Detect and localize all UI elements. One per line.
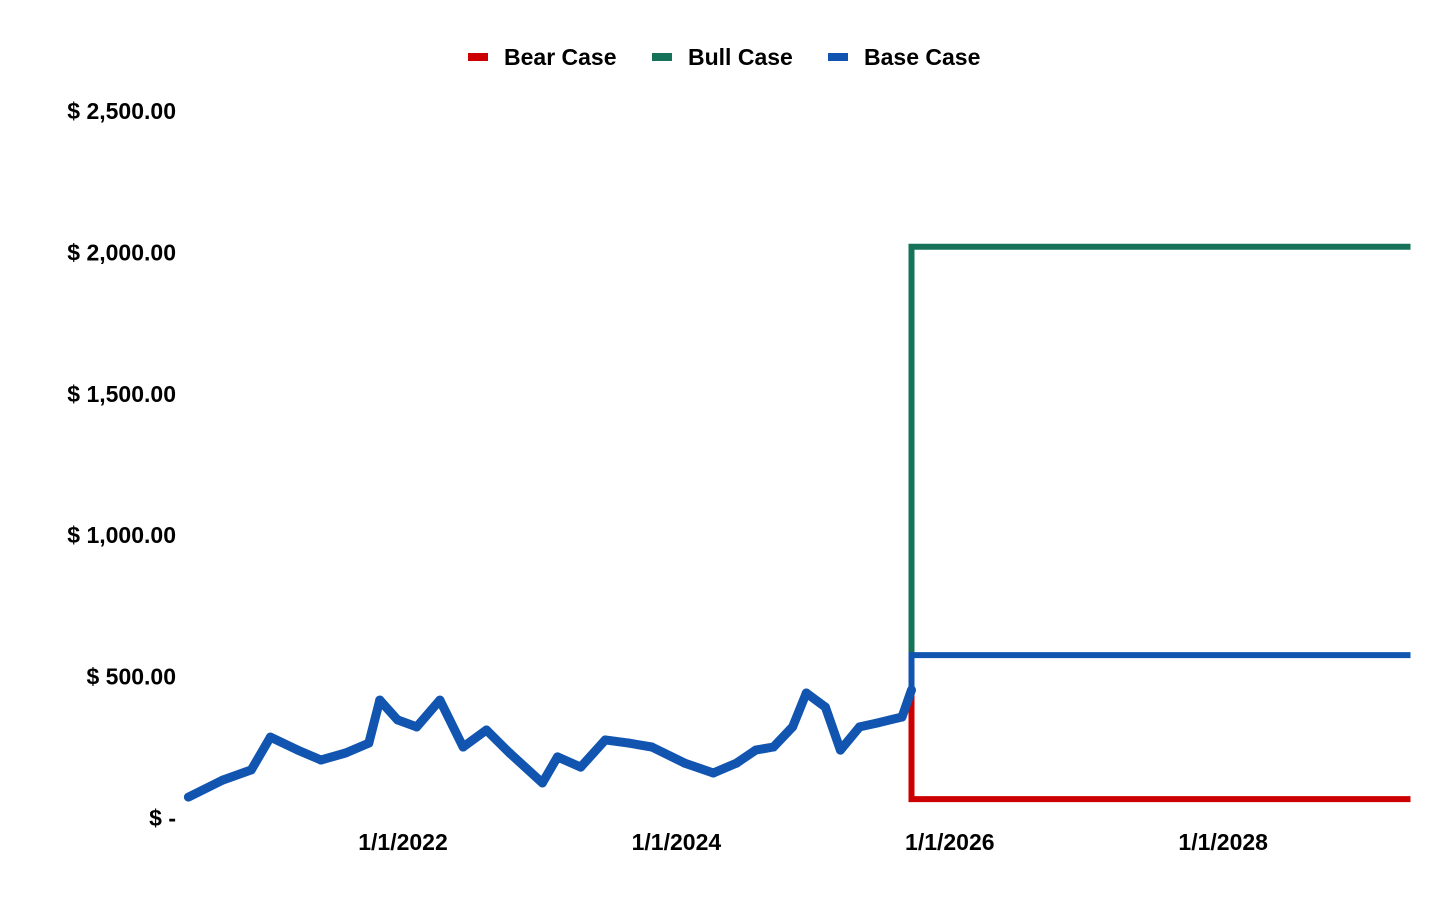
history-point [872,718,882,728]
history-point [732,758,742,768]
y-tick-label: $ 1,000.00 [67,522,176,548]
legend-label-bull: Bull Case [688,44,793,70]
history-point [341,748,351,758]
x-axis: 1/1/2022 1/1/2024 1/1/2026 1/1/2028 [358,829,1268,855]
history-point [393,715,403,725]
legend-label-bear: Bear Case [504,44,617,70]
history-point [820,702,830,712]
history-point [537,778,547,788]
y-tick-label: $ - [149,805,176,831]
history-point [435,695,445,705]
x-tick-label: 1/1/2026 [905,829,995,855]
legend-swatch-bull [652,53,672,61]
history-point [246,765,256,775]
series-line-history [186,688,916,802]
y-tick-label: $ 1,500.00 [67,381,176,407]
history-point [316,755,326,765]
legend: Bear Case Bull Case Base Case [468,44,980,70]
series-line-base [908,652,1411,690]
x-tick-label: 1/1/2028 [1178,829,1268,855]
history-point [576,762,586,772]
history-point [265,732,275,742]
legend-swatch-base [828,53,848,61]
history-point [375,695,385,705]
history-point [458,742,468,752]
history-point [897,712,907,722]
history-point [293,745,303,755]
x-tick-label: 1/1/2022 [358,829,448,855]
history-point [708,768,718,778]
y-tick-label: $ 2,000.00 [67,239,176,265]
history-point [412,722,422,732]
series-line-bull [908,243,1411,690]
x-tick-label: 1/1/2024 [632,829,722,855]
series-line-bear [908,689,1411,803]
history-point [835,745,845,755]
y-axis: $ - $ 500.00 $ 1,000.00 $ 1,500.00 $ 2,000.0… [67,98,176,831]
history-point [481,725,491,735]
history-point [624,738,634,748]
y-tick-label: $ 2,500.00 [67,98,176,124]
history-point [183,792,193,802]
history-point [600,735,610,745]
history-point [680,758,690,768]
history-point [647,742,657,752]
history-point [552,752,562,762]
history-point [768,742,778,752]
history-point [751,745,761,755]
history-point [364,738,374,748]
y-tick-label: $ 500.00 [86,664,176,690]
history-point [907,685,917,695]
history-point [505,748,515,758]
history-point [788,722,798,732]
history-point [218,775,228,785]
legend-label-base: Base Case [864,44,980,70]
history-point [855,722,865,732]
plot-area [183,243,1411,803]
history-point [801,688,811,698]
legend-swatch-bear [468,53,488,61]
